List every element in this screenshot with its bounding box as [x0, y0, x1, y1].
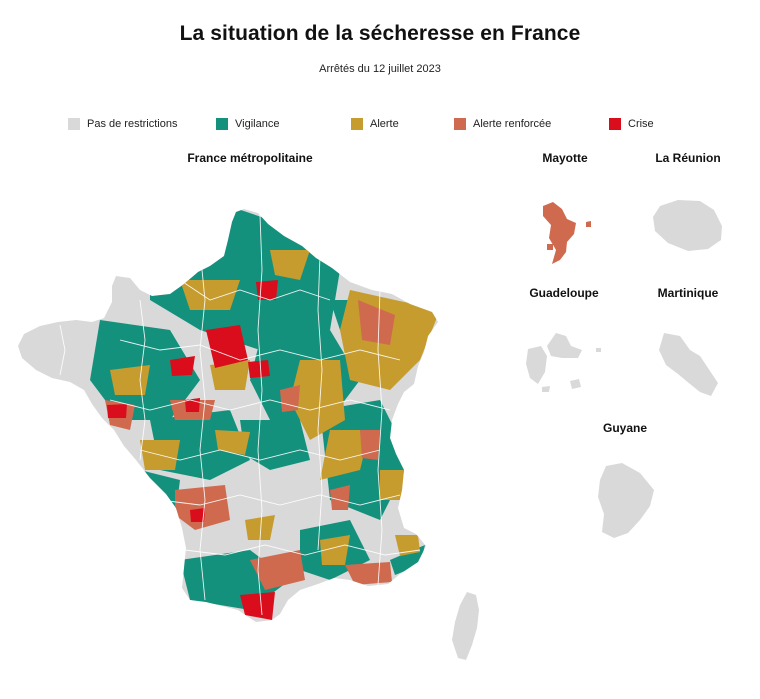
legend-swatch	[454, 118, 466, 130]
legend-item-alerte: Alerte	[351, 118, 399, 130]
page-title: La situation de la sécheresse en France	[179, 22, 581, 45]
legend-label: Crise	[628, 118, 654, 130]
legend-label: Alerte renforcée	[473, 118, 552, 130]
label-martinique: Martinique	[657, 286, 719, 300]
map-metropole	[18, 209, 479, 660]
map-martinique	[659, 333, 718, 396]
legend-swatch	[609, 118, 621, 130]
map-reunion	[653, 200, 722, 251]
legend-item-crise: Crise	[609, 118, 654, 130]
map-guyane	[598, 463, 654, 538]
legend-swatch	[68, 118, 80, 130]
map-mayotte	[543, 202, 591, 264]
legend-label: Vigilance	[235, 118, 280, 130]
legend-swatch	[351, 118, 363, 130]
corsica-shape	[452, 592, 479, 660]
label-mayotte: Mayotte	[542, 151, 588, 165]
legend: Pas de restrictions Vigilance Alerte Ale…	[68, 118, 708, 134]
department-borders	[59, 214, 421, 616]
legend-item-pas-de-restrictions: Pas de restrictions	[68, 118, 177, 130]
legend-item-vigilance: Vigilance	[216, 118, 279, 130]
label-guadeloupe: Guadeloupe	[529, 286, 599, 300]
label-reunion: La Réunion	[655, 151, 721, 165]
zones-crise	[107, 280, 278, 620]
legend-item-alerte-renforcee: Alerte renforcée	[454, 118, 551, 130]
label-guyane: Guyane	[602, 421, 647, 435]
page-subtitle: Arrêtés du 12 juillet 2023	[319, 63, 441, 75]
legend-swatch	[216, 118, 228, 130]
label-metropole: France métropolitaine	[187, 151, 313, 165]
legend-label: Alerte	[370, 118, 399, 130]
map-guadeloupe	[526, 333, 601, 392]
legend-label: Pas de restrictions	[87, 118, 178, 130]
